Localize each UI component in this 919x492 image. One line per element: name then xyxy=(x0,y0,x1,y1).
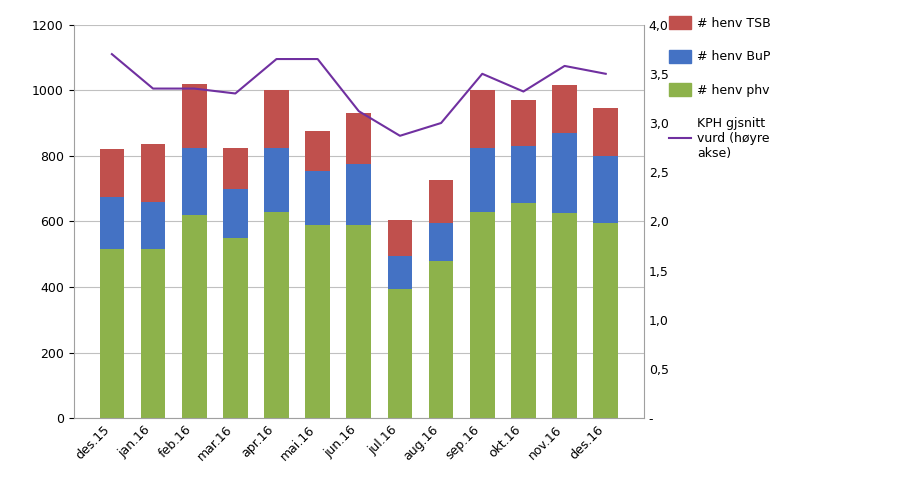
Bar xyxy=(141,202,165,249)
Bar xyxy=(346,164,370,225)
Bar xyxy=(264,90,289,148)
Bar xyxy=(387,220,412,256)
Bar xyxy=(222,148,247,188)
Bar xyxy=(99,249,124,418)
Bar xyxy=(99,197,124,249)
Bar xyxy=(222,188,247,238)
Bar xyxy=(264,148,289,212)
Bar xyxy=(593,156,618,223)
Bar xyxy=(470,90,494,148)
Bar xyxy=(305,225,330,418)
Bar xyxy=(387,256,412,289)
Bar xyxy=(222,238,247,418)
Bar xyxy=(593,223,618,418)
Bar xyxy=(346,225,370,418)
Bar xyxy=(551,213,576,418)
Bar xyxy=(511,203,535,418)
Bar xyxy=(305,131,330,171)
Bar xyxy=(593,108,618,156)
Bar xyxy=(428,261,453,418)
Bar xyxy=(551,133,576,213)
Bar xyxy=(470,212,494,418)
Bar xyxy=(182,84,206,148)
Bar xyxy=(428,223,453,261)
Bar xyxy=(264,212,289,418)
Bar xyxy=(551,85,576,133)
Bar xyxy=(141,249,165,418)
Bar xyxy=(346,113,370,164)
Bar xyxy=(470,148,494,212)
Legend: # henv TSB, # henv BuP, # henv phv, KPH gjsnitt
vurd (høyre
akse): # henv TSB, # henv BuP, # henv phv, KPH … xyxy=(668,16,770,160)
Bar xyxy=(182,215,206,418)
Bar xyxy=(511,146,535,203)
Bar xyxy=(511,100,535,146)
Bar xyxy=(428,181,453,223)
Bar xyxy=(99,149,124,197)
Bar xyxy=(387,289,412,418)
Bar xyxy=(182,148,206,215)
Bar xyxy=(141,144,165,202)
Bar xyxy=(305,171,330,225)
